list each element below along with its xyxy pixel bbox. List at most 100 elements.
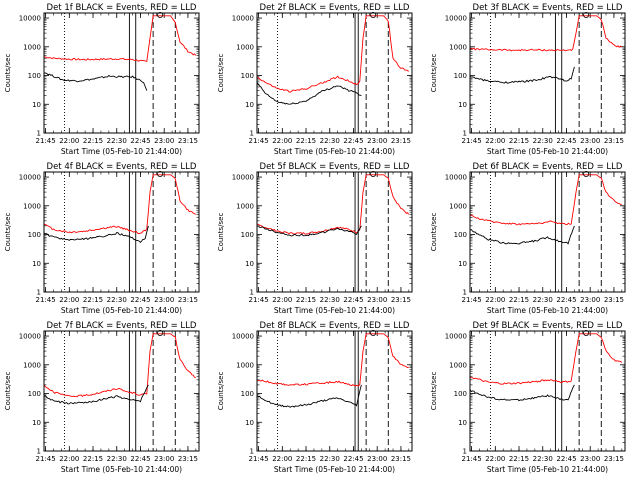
plot-frame [43, 330, 200, 452]
x-tick-label: 21:45 [35, 296, 55, 304]
y-tick-label: 100 [454, 72, 467, 80]
series-events-line [44, 384, 149, 405]
x-tick-label: 22:45 [556, 296, 576, 304]
x-tick-label: 22:45 [130, 455, 150, 463]
x-tick-label: 23:00 [367, 455, 387, 463]
detector-panel: Det 7f BLACK = Events, RED = LLD Counts/s… [4, 321, 200, 474]
y-tick-label: 1 [37, 130, 41, 138]
plot-frame [469, 330, 626, 452]
y-tick-label: 1 [250, 448, 254, 456]
x-tick-label: 22:00 [59, 455, 79, 463]
x-axis-label: Start Time (05-Feb-10 21:44:00) [61, 147, 182, 156]
x-tick-label: 22:30 [320, 137, 340, 145]
x-tick-label: 23:15 [391, 137, 411, 145]
y-tick-label: 100 [241, 390, 254, 398]
x-tick-label: 22:00 [485, 455, 505, 463]
y-tick-label: 1 [37, 448, 41, 456]
x-tick-label: 23:15 [391, 455, 411, 463]
x-tick-label: 22:30 [107, 455, 127, 463]
series-lld-line [470, 15, 622, 52]
x-tick-label: 23:00 [154, 137, 174, 145]
x-tick-label: 23:15 [391, 296, 411, 304]
y-axis-label: Counts/sec [4, 213, 12, 252]
x-tick-label: 22:30 [320, 455, 340, 463]
panel-title: Det 9f BLACK = Events, RED = LLD [473, 321, 623, 331]
detector-panel: Det 1f BLACK = Events, RED = LLD Counts/s… [4, 3, 200, 156]
y-tick-label: 10 [458, 419, 467, 427]
y-axis-label: Counts/sec [430, 372, 438, 411]
series-lld-line [470, 333, 623, 385]
x-tick-label: 22:15 [509, 296, 529, 304]
x-tick-label: 22:00 [272, 296, 292, 304]
y-tick-label: 10000 [445, 15, 467, 23]
saturation-marker [583, 11, 590, 18]
y-tick-label: 1000 [236, 361, 254, 369]
series-events-line [470, 225, 575, 245]
y-tick-label: 1 [250, 130, 254, 138]
panel-title: Det 4f BLACK = Events, RED = LLD [47, 162, 197, 172]
series-events-line [470, 66, 575, 84]
series-events-line [257, 82, 362, 105]
y-tick-label: 1 [37, 289, 41, 297]
x-axis-label: Start Time (05-Feb-10 21:44:00) [487, 147, 608, 156]
x-tick-label: 23:15 [604, 137, 624, 145]
x-tick-label: 23:15 [178, 455, 198, 463]
x-tick-label: 22:45 [130, 296, 150, 304]
y-tick-label: 10000 [232, 15, 254, 23]
y-tick-label: 100 [28, 390, 41, 398]
x-tick-label: 22:15 [296, 137, 316, 145]
y-tick-label: 10 [458, 260, 467, 268]
x-tick-label: 23:00 [580, 296, 600, 304]
x-tick-label: 23:00 [367, 137, 387, 145]
saturation-marker [157, 329, 164, 336]
x-axis-label: Start Time (05-Feb-10 21:44:00) [274, 465, 395, 474]
y-tick-label: 10 [245, 260, 254, 268]
plot-frame [43, 12, 200, 134]
series-events-line [44, 225, 149, 244]
detector-panel: Det 3f BLACK = Events, RED = LLD Counts/s… [430, 3, 626, 156]
y-tick-label: 10 [32, 101, 41, 109]
x-tick-label: 22:00 [59, 137, 79, 145]
series-lld-line [44, 333, 196, 398]
x-tick-label: 21:45 [461, 137, 481, 145]
x-tick-label: 23:00 [367, 296, 387, 304]
y-tick-label: 10000 [19, 333, 41, 341]
y-axis-label: Counts/sec [217, 372, 225, 411]
saturation-marker [157, 11, 164, 18]
panel-title: Det 3f BLACK = Events, RED = LLD [473, 3, 623, 13]
plot-frame [43, 171, 200, 293]
x-tick-label: 22:30 [320, 296, 340, 304]
x-tick-label: 22:15 [83, 455, 103, 463]
x-axis-label: Start Time (05-Feb-10 21:44:00) [61, 306, 182, 315]
series-lld-line [257, 333, 409, 387]
series-events-line [257, 384, 362, 408]
y-tick-label: 1000 [236, 43, 254, 51]
series-lld-line [257, 174, 410, 235]
y-tick-label: 1 [463, 289, 467, 297]
saturation-marker [370, 170, 377, 177]
detector-panel: Det 8f BLACK = Events, RED = LLD Counts/s… [217, 321, 413, 474]
y-tick-label: 100 [454, 231, 467, 239]
y-tick-label: 1000 [449, 43, 467, 51]
x-tick-label: 21:45 [35, 137, 55, 145]
x-tick-label: 22:00 [59, 296, 79, 304]
y-axis-label: Counts/sec [430, 54, 438, 93]
x-tick-label: 22:45 [556, 455, 576, 463]
panel-title: Det 6f BLACK = Events, RED = LLD [473, 162, 623, 172]
x-axis-label: Start Time (05-Feb-10 21:44:00) [61, 465, 182, 474]
y-tick-label: 10 [245, 101, 254, 109]
y-tick-label: 10 [458, 101, 467, 109]
panel-title: Det 2f BLACK = Events, RED = LLD [260, 3, 410, 13]
y-tick-label: 1000 [23, 361, 41, 369]
saturation-marker [157, 170, 164, 177]
y-axis-label: Counts/sec [4, 372, 12, 411]
x-tick-label: 23:00 [154, 296, 174, 304]
y-tick-label: 100 [241, 72, 254, 80]
series-lld-line [44, 174, 197, 235]
plot-frame [469, 171, 626, 293]
x-axis-label: Start Time (05-Feb-10 21:44:00) [487, 465, 608, 474]
y-axis-label: Counts/sec [217, 54, 225, 93]
x-tick-label: 22:45 [556, 137, 576, 145]
x-tick-label: 21:45 [35, 455, 55, 463]
x-tick-label: 23:00 [154, 455, 174, 463]
